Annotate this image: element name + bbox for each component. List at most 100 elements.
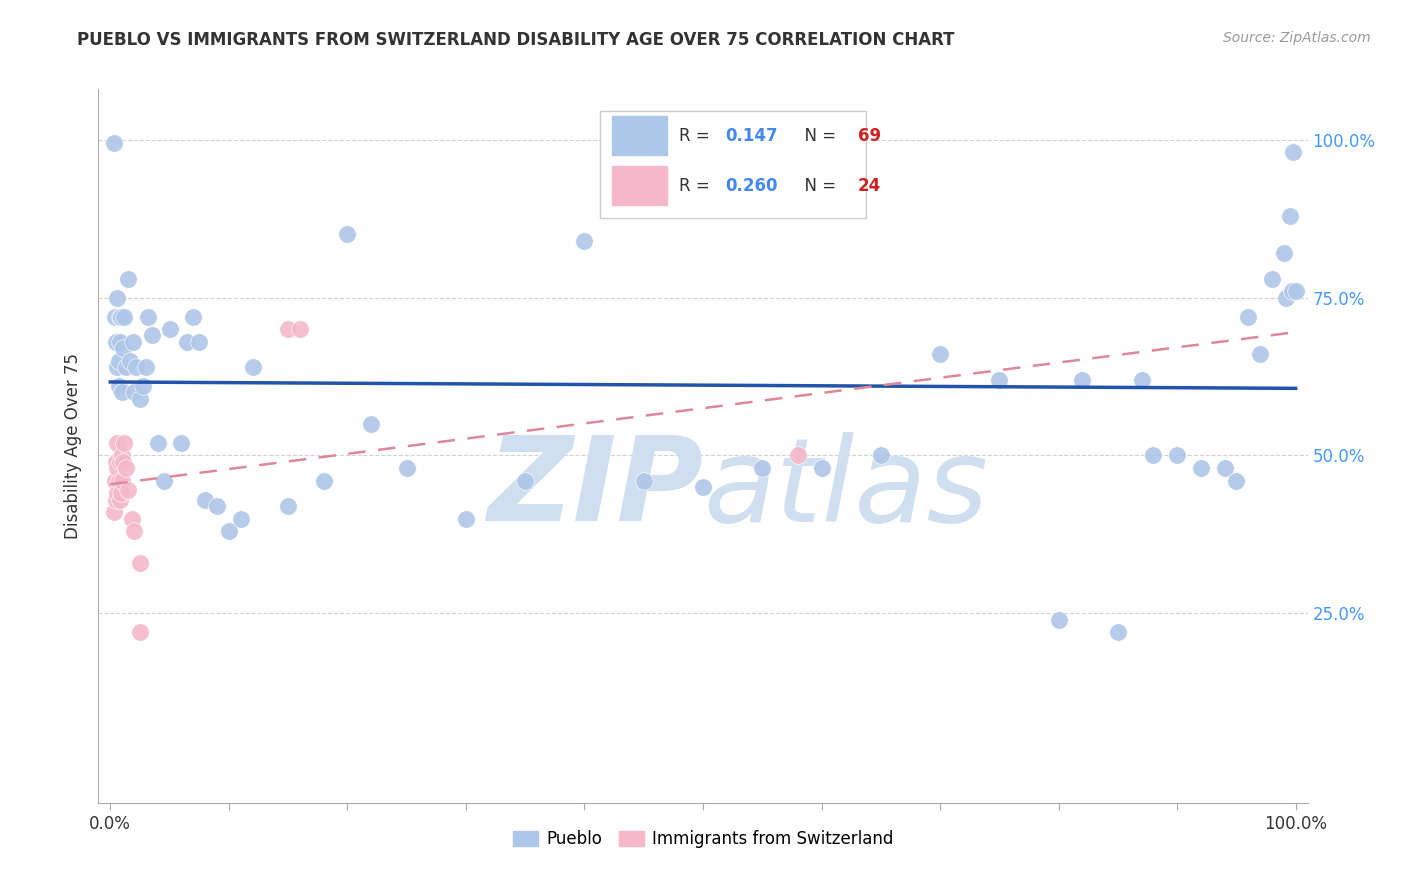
Point [288,322,311,336]
Point [574,234,596,248]
Y-axis label: Disability Age Over 75: Disability Age Over 75 [65,353,83,539]
Point [111,449,134,463]
Point [1237,310,1260,324]
Point [110,310,132,324]
FancyBboxPatch shape [613,116,666,155]
Point [108,492,131,507]
Point [1047,613,1070,627]
Point [1130,373,1153,387]
Point [105,461,128,475]
Point [111,385,134,400]
Point [146,435,169,450]
Point [1261,271,1284,285]
Point [515,474,537,488]
Point [103,505,125,519]
Text: R =: R = [679,127,714,145]
Point [1285,285,1308,299]
Point [751,461,773,475]
Text: N =: N = [793,127,841,145]
Point [108,334,131,349]
Point [105,291,128,305]
Text: R =: R = [679,177,714,194]
Legend: Pueblo, Immigrants from Switzerland: Pueblo, Immigrants from Switzerland [506,824,900,855]
Point [110,486,132,500]
Point [129,392,152,406]
Point [105,360,128,375]
Point [152,474,174,488]
Point [108,455,131,469]
Point [103,136,125,150]
Point [194,492,217,507]
Point [114,310,136,324]
Point [1249,347,1271,361]
Point [122,385,145,400]
Text: ZIP: ZIP [486,432,703,546]
Point [929,347,952,361]
Point [159,322,181,336]
Point [277,499,299,513]
Point [1278,209,1301,223]
Point [454,511,477,525]
Point [107,474,129,488]
Point [107,353,129,368]
Point [692,480,714,494]
Point [395,461,418,475]
Point [114,360,136,375]
Point [105,492,128,507]
Point [218,524,240,539]
Text: N =: N = [793,177,841,194]
Point [1275,291,1298,305]
Point [129,556,152,570]
Point [1213,461,1236,475]
Point [141,328,163,343]
Point [108,310,131,324]
Text: PUEBLO VS IMMIGRANTS FROM SWITZERLAND DISABILITY AGE OVER 75 CORRELATION CHART: PUEBLO VS IMMIGRANTS FROM SWITZERLAND DI… [77,31,955,49]
Point [105,486,128,500]
Point [105,334,128,349]
Point [121,511,143,525]
Point [107,379,129,393]
Point [125,360,148,375]
Point [129,625,152,640]
Point [117,271,139,285]
Point [1071,373,1094,387]
Point [1282,145,1305,160]
Point [1281,285,1303,299]
Point [132,379,155,393]
Point [117,483,139,498]
Point [104,310,127,324]
Point [176,334,198,349]
Text: 69: 69 [858,127,882,145]
Point [170,435,193,450]
Point [105,435,128,450]
Point [810,461,832,475]
Point [1166,449,1188,463]
Point [205,499,228,513]
Point [104,474,127,488]
Point [277,322,299,336]
Point [114,435,136,450]
Point [312,474,335,488]
Text: 0.147: 0.147 [724,127,778,145]
Point [114,461,136,475]
Text: Source: ZipAtlas.com: Source: ZipAtlas.com [1223,31,1371,45]
Point [181,310,204,324]
Point [229,511,252,525]
Text: atlas: atlas [703,432,988,546]
Point [1225,474,1247,488]
Point [105,455,128,469]
Point [786,449,808,463]
Point [1272,246,1295,260]
FancyBboxPatch shape [613,166,666,205]
Point [112,455,135,469]
Point [111,474,134,488]
Point [633,474,655,488]
Point [112,341,135,355]
Point [122,524,145,539]
Text: 0.260: 0.260 [724,177,778,194]
Point [1142,449,1164,463]
Point [136,310,159,324]
Point [121,334,143,349]
Point [242,360,264,375]
Point [360,417,382,431]
